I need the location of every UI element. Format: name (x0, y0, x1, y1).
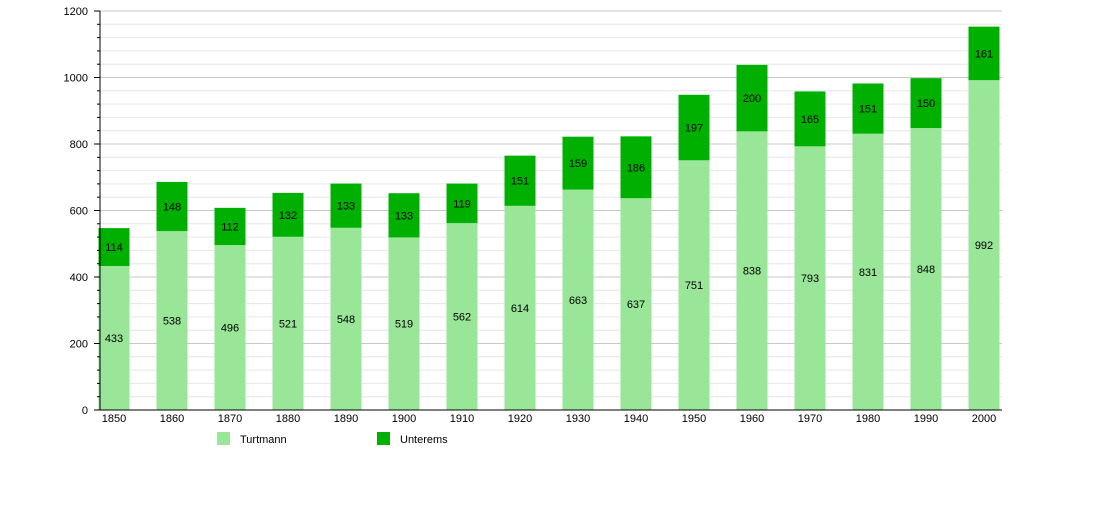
y-tick-label: 800 (70, 139, 88, 151)
x-tick-label: 1980 (856, 413, 880, 425)
data-label: 521 (279, 318, 297, 330)
bar-unterems-1970 (794, 91, 826, 147)
data-label: 148 (163, 202, 181, 214)
x-tick-label: 1900 (392, 413, 416, 425)
legend-swatch-unterems (377, 432, 390, 445)
data-label: 151 (859, 104, 877, 116)
bar-turtmann-2000 (968, 80, 1000, 410)
data-label: 150 (917, 98, 935, 110)
data-label: 562 (453, 312, 471, 324)
x-tick-label: 1890 (334, 413, 358, 425)
data-label: 637 (627, 299, 645, 311)
data-label: 161 (975, 48, 993, 60)
y-tick-label: 1000 (64, 73, 88, 85)
data-label: 165 (801, 114, 819, 126)
x-tick-label: 1930 (566, 413, 590, 425)
bar-turtmann-1860 (156, 231, 188, 410)
data-label: 519 (395, 319, 413, 331)
bar-unterems-2000 (968, 26, 1000, 81)
bar-turtmann-1850 (98, 266, 130, 410)
x-tick-label: 1870 (218, 413, 242, 425)
bar-turtmann-1940 (620, 198, 652, 410)
data-label: 133 (337, 201, 355, 213)
y-tick-label: 1200 (64, 6, 88, 18)
data-label: 992 (975, 240, 993, 252)
legend-label: Turtmann (240, 434, 287, 446)
data-label: 848 (917, 264, 935, 276)
gridlines (100, 10, 1002, 398)
bar-turtmann-1880 (272, 236, 304, 410)
x-tick-label: 1940 (624, 413, 648, 425)
bar-turtmann-1870 (214, 245, 246, 410)
data-label: 197 (685, 123, 703, 135)
data-label: 793 (801, 273, 819, 285)
data-label: 831 (859, 267, 877, 279)
data-label: 112 (221, 221, 239, 233)
x-tick-label: 1990 (914, 413, 938, 425)
bar-turtmann-1890 (330, 227, 362, 410)
bar-unterems-1860 (156, 181, 188, 232)
data-label: 496 (221, 323, 239, 335)
data-label: 151 (511, 176, 529, 188)
bar-unterems-1920 (504, 155, 536, 206)
y-tick-label: 0 (82, 405, 88, 417)
bar-unterems-1880 (272, 192, 304, 237)
legend-swatch-turtmann (217, 432, 230, 445)
data-label: 159 (569, 158, 587, 170)
x-tick-label: 1860 (160, 413, 184, 425)
bar-unterems-1960 (736, 64, 768, 132)
data-label: 751 (685, 280, 703, 292)
bar-turtmann-1920 (504, 205, 536, 410)
x-tick-label: 1910 (450, 413, 474, 425)
bar-turtmann-1900 (388, 237, 420, 410)
bar-unterems-1950 (678, 94, 710, 161)
bar-unterems-1930 (562, 136, 594, 190)
data-label: 663 (569, 295, 587, 307)
bar-unterems-1870 (214, 207, 246, 246)
x-tick-label: 2000 (972, 413, 996, 425)
bar-turtmann-1990 (910, 128, 942, 411)
data-label: 838 (743, 266, 761, 278)
data-label: 548 (337, 314, 355, 326)
bar-turtmann-1970 (794, 146, 826, 410)
bar-turtmann-1980 (852, 133, 884, 410)
data-label: 114 (105, 242, 123, 254)
x-tick-label: 1850 (102, 413, 126, 425)
x-tick-label: 1920 (508, 413, 532, 425)
data-label: 133 (395, 210, 413, 222)
legend: Turtmann Unterems (217, 432, 448, 446)
bars: 433 114 538 148 496 112 521 132 548 133 519 133 562 1… (98, 26, 1000, 411)
x-tick-label: 1970 (798, 413, 822, 425)
bar-unterems-1980 (852, 83, 884, 134)
y-tick-label: 200 (70, 339, 88, 351)
bar-turtmann-1910 (446, 223, 478, 410)
data-label: 614 (511, 303, 529, 315)
bar-unterems-1990 (910, 78, 942, 129)
x-tick-label: 1950 (682, 413, 706, 425)
data-label: 119 (453, 198, 471, 210)
bar-unterems-1910 (446, 183, 478, 224)
bar-unterems-1850 (98, 228, 130, 267)
bar-unterems-1900 (388, 193, 420, 238)
data-label: 433 (105, 333, 123, 345)
bar-unterems-1890 (330, 183, 362, 228)
data-label: 132 (279, 210, 297, 222)
bar-turtmann-1950 (678, 160, 710, 410)
axes: 0 200 400 600 800 1000 1200 1850 1860 1870 1880 189… (64, 6, 1002, 425)
data-label: 538 (163, 316, 181, 328)
y-tick-label: 600 (70, 206, 88, 218)
x-tick-label: 1960 (740, 413, 764, 425)
bar-turtmann-1960 (736, 131, 768, 411)
data-label: 186 (627, 162, 645, 174)
legend-label: Unterems (400, 434, 448, 446)
data-label: 200 (743, 93, 761, 105)
bar-turtmann-1930 (562, 189, 594, 410)
bar-unterems-1940 (620, 136, 652, 199)
y-tick-label: 400 (70, 272, 88, 284)
x-tick-label: 1880 (276, 413, 300, 425)
